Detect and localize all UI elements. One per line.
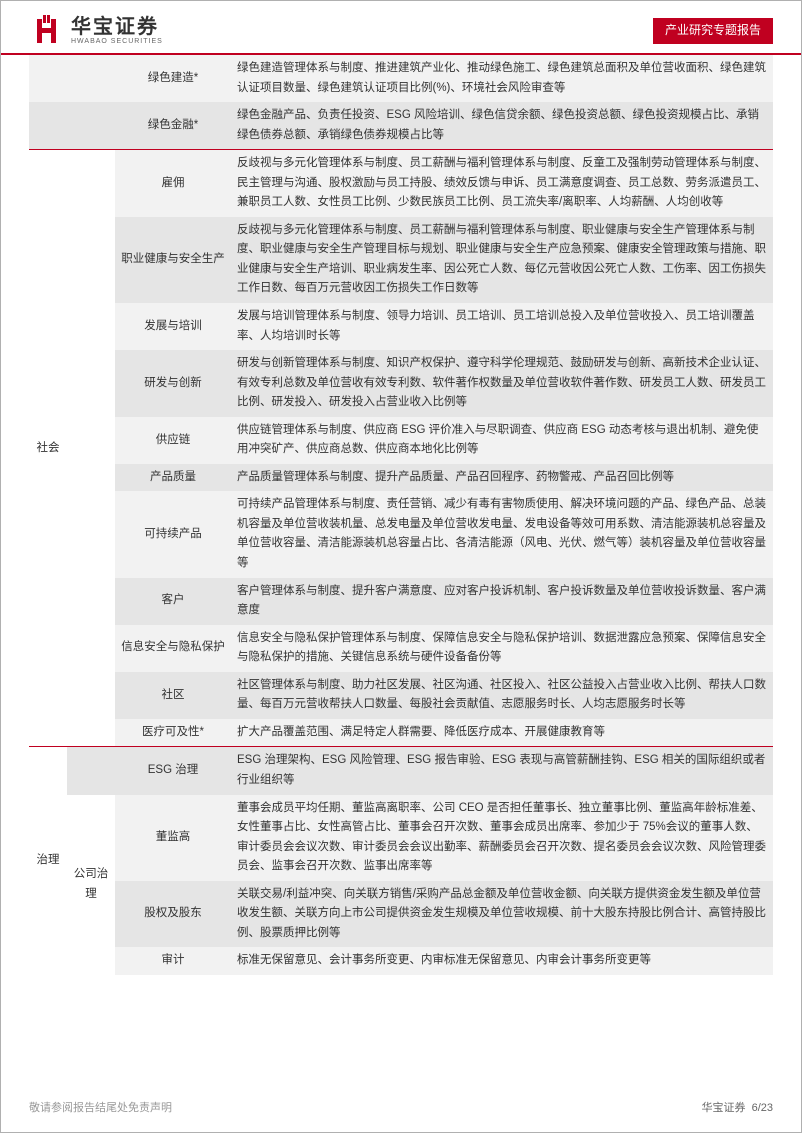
indicator-description: 信息安全与隐私保护管理体系与制度、保障信息安全与隐私保护培训、数据泄露应急预案、… <box>231 625 773 672</box>
esg-indicators-table: 绿色建造*绿色建造管理体系与制度、推进建筑产业化、推动绿色施工、绿色建筑总面积及… <box>29 55 773 975</box>
category-l1 <box>29 102 67 150</box>
indicator-description: 发展与培训管理体系与制度、领导力培训、员工培训、员工培训总投入及单位营收投入、员… <box>231 303 773 350</box>
table-row: 医疗可及性*扩大产品覆盖范围、满足特定人群需要、降低医疗成本、开展健康教育等 <box>29 719 773 747</box>
indicator-description: 绿色金融产品、负责任投资、ESG 风险培训、绿色信贷余额、绿色投资总额、绿色投资… <box>231 102 773 150</box>
indicator-description: 关联交易/利益冲突、向关联方销售/采购产品总金额及单位营收金额、向关联方提供资金… <box>231 881 773 948</box>
table-row: 绿色金融*绿色金融产品、负责任投资、ESG 风险培训、绿色信贷余额、绿色投资总额… <box>29 102 773 150</box>
indicator-description: 绿色建造管理体系与制度、推进建筑产业化、推动绿色施工、绿色建筑总面积及单位营收面… <box>231 55 773 102</box>
indicator-name: 董监高 <box>115 795 231 881</box>
table-row: 供应链供应链管理体系与制度、供应商 ESG 评价准入与尽职调查、供应商 ESG … <box>29 417 773 464</box>
indicator-description: 反歧视与多元化管理体系与制度、员工薪酬与福利管理体系与制度、反童工及强制劳动管理… <box>231 150 773 217</box>
table-row: 客户客户管理体系与制度、提升客户满意度、应对客户投诉机制、客户投诉数量及单位营收… <box>29 578 773 625</box>
table-row: 研发与创新研发与创新管理体系与制度、知识产权保护、遵守科学伦理规范、鼓励研发与创… <box>29 350 773 417</box>
report-type-badge: 产业研究专题报告 <box>653 18 773 43</box>
indicator-name: 雇佣 <box>115 150 231 217</box>
indicator-name: 产品质量 <box>115 464 231 492</box>
logo-text-cn: 华宝证券 <box>71 16 163 38</box>
category-l2 <box>67 747 115 795</box>
category-l2 <box>67 102 115 150</box>
indicator-name: 绿色金融* <box>115 102 231 150</box>
table-row: 发展与培训发展与培训管理体系与制度、领导力培训、员工培训、员工培训总投入及单位营… <box>29 303 773 350</box>
indicator-name: 可持续产品 <box>115 491 231 577</box>
content-area: 绿色建造*绿色建造管理体系与制度、推进建筑产业化、推动绿色施工、绿色建筑总面积及… <box>1 55 801 1035</box>
indicator-description: 董事会成员平均任期、董监高离职率、公司 CEO 是否担任董事长、独立董事比例、董… <box>231 795 773 881</box>
table-row: 公司治理董监高董事会成员平均任期、董监高离职率、公司 CEO 是否担任董事长、独… <box>29 795 773 881</box>
logo-icon <box>29 13 65 49</box>
footer-right: 华宝证券 6/23 <box>701 1100 773 1118</box>
indicator-description: 产品质量管理体系与制度、提升产品质量、产品召回程序、药物警戒、产品召回比例等 <box>231 464 773 492</box>
table-row: 职业健康与安全生产反歧视与多元化管理体系与制度、员工薪酬与福利管理体系与制度、职… <box>29 217 773 303</box>
indicator-name: 供应链 <box>115 417 231 464</box>
indicator-name: 审计 <box>115 947 231 975</box>
indicator-name: 绿色建造* <box>115 55 231 102</box>
category-l2: 公司治理 <box>67 795 115 975</box>
indicator-name: 发展与培训 <box>115 303 231 350</box>
indicator-name: 信息安全与隐私保护 <box>115 625 231 672</box>
table-row: 社会雇佣反歧视与多元化管理体系与制度、员工薪酬与福利管理体系与制度、反童工及强制… <box>29 150 773 217</box>
table-row: 产品质量产品质量管理体系与制度、提升产品质量、产品召回程序、药物警戒、产品召回比… <box>29 464 773 492</box>
page-footer: 敬请参阅报告结尾处免责声明 华宝证券 6/23 <box>29 1100 773 1118</box>
table-row: 审计标准无保留意见、会计事务所变更、内审标准无保留意见、内审会计事务所变更等 <box>29 947 773 975</box>
indicator-name: 社区 <box>115 672 231 719</box>
page-header: 华宝证券 HWABAO SECURITIES 产业研究专题报告 <box>1 1 801 55</box>
indicator-name: 职业健康与安全生产 <box>115 217 231 303</box>
category-l2 <box>67 55 115 102</box>
indicator-description: 研发与创新管理体系与制度、知识产权保护、遵守科学伦理规范、鼓励研发与创新、高新技… <box>231 350 773 417</box>
indicator-name: ESG 治理 <box>115 747 231 795</box>
disclaimer-note: 敬请参阅报告结尾处免责声明 <box>29 1100 172 1118</box>
category-l1: 治理 <box>29 747 67 975</box>
table-row: 治理ESG 治理ESG 治理架构、ESG 风险管理、ESG 报告审验、ESG 表… <box>29 747 773 795</box>
table-row: 信息安全与隐私保护信息安全与隐私保护管理体系与制度、保障信息安全与隐私保护培训、… <box>29 625 773 672</box>
indicator-description: 客户管理体系与制度、提升客户满意度、应对客户投诉机制、客户投诉数量及单位营收投诉… <box>231 578 773 625</box>
indicator-name: 客户 <box>115 578 231 625</box>
indicator-description: 标准无保留意见、会计事务所变更、内审标准无保留意见、内审会计事务所变更等 <box>231 947 773 975</box>
indicator-name: 医疗可及性* <box>115 719 231 747</box>
logo-text-en: HWABAO SECURITIES <box>71 38 163 46</box>
indicator-name: 研发与创新 <box>115 350 231 417</box>
category-l1: 社会 <box>29 150 67 747</box>
category-l2 <box>67 150 115 747</box>
indicator-name: 股权及股东 <box>115 881 231 948</box>
indicator-description: 扩大产品覆盖范围、满足特定人群需要、降低医疗成本、开展健康教育等 <box>231 719 773 747</box>
table-row: 可持续产品可持续产品管理体系与制度、责任营销、减少有毒有害物质使用、解决环境问题… <box>29 491 773 577</box>
indicator-description: 社区管理体系与制度、助力社区发展、社区沟通、社区投入、社区公益投入占营业收入比例… <box>231 672 773 719</box>
category-l1 <box>29 55 67 102</box>
indicator-description: 反歧视与多元化管理体系与制度、员工薪酬与福利管理体系与制度、职业健康与安全生产管… <box>231 217 773 303</box>
company-name: 华宝证券 <box>701 1102 745 1114</box>
indicator-description: 供应链管理体系与制度、供应商 ESG 评价准入与尽职调查、供应商 ESG 动态考… <box>231 417 773 464</box>
table-row: 股权及股东关联交易/利益冲突、向关联方销售/采购产品总金额及单位营收金额、向关联… <box>29 881 773 948</box>
logo: 华宝证券 HWABAO SECURITIES <box>29 13 163 49</box>
page-number: 6/23 <box>752 1102 773 1114</box>
table-row: 绿色建造*绿色建造管理体系与制度、推进建筑产业化、推动绿色施工、绿色建筑总面积及… <box>29 55 773 102</box>
table-row: 社区社区管理体系与制度、助力社区发展、社区沟通、社区投入、社区公益投入占营业收入… <box>29 672 773 719</box>
indicator-description: 可持续产品管理体系与制度、责任营销、减少有毒有害物质使用、解决环境问题的产品、绿… <box>231 491 773 577</box>
indicator-description: ESG 治理架构、ESG 风险管理、ESG 报告审验、ESG 表现与高管薪酬挂钩… <box>231 747 773 795</box>
